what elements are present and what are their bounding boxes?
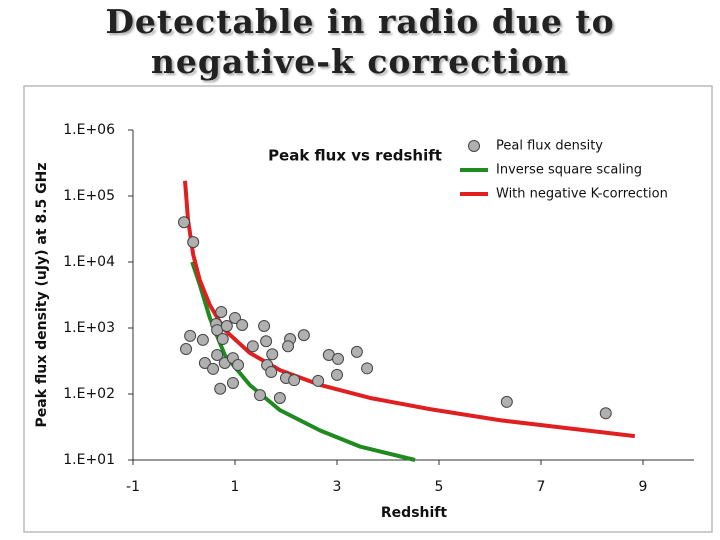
legend-label: Inverse square scaling [496,163,642,178]
data-point [236,319,249,332]
data-point [273,391,286,404]
title-line: negative-k correction [150,42,570,81]
data-point [215,305,228,318]
slide-title: Detectable in radio due to negative-k co… [0,2,720,82]
x-tick-label: 9 [639,479,648,495]
data-point [232,359,245,372]
legend-label: Peal flux density [496,139,603,154]
y-tick-label: 1.E+04 [63,254,115,270]
data-point [246,340,259,353]
data-point [211,348,224,361]
legend-swatch [468,140,480,152]
data-point [258,320,271,333]
data-point [266,348,279,361]
data-point [500,395,513,408]
title-line: Detectable in radio due to [105,2,615,41]
data-point [331,368,343,381]
data-point [312,374,325,387]
data-point [207,362,220,375]
data-point [184,329,197,342]
data-point [297,329,310,342]
series-line [190,261,416,462]
data-point [260,335,273,348]
data-point [599,407,612,420]
x-tick-label: 3 [333,479,342,495]
x-tick-label: -1 [126,479,140,495]
data-point [361,362,374,375]
data-point [282,340,295,353]
data-point [196,333,209,346]
y-tick-label: 1.E+01 [63,452,115,468]
y-axis-label: Peak flux density (uJy) at 8.5 GHz [34,163,50,428]
data-point [226,376,239,389]
x-tick-label: 5 [435,479,444,495]
chart-frame [23,85,713,533]
x-tick-label: 7 [537,479,546,495]
data-point [265,366,278,379]
data-point [180,343,193,356]
data-point [350,345,363,358]
y-tick-label: 1.E+06 [63,122,115,138]
data-point [214,382,227,395]
data-point [178,216,190,229]
data-point [198,356,211,369]
data-point [229,311,241,324]
data-point [216,333,229,346]
x-tick-label: 1 [231,479,240,495]
data-point [187,236,200,249]
data-point [332,352,345,365]
x-axis-label: Redshift [381,505,447,521]
legend-label: With negative K-correction [496,187,668,202]
data-point [288,374,301,387]
y-tick-label: 1.E+02 [63,386,115,402]
y-tick-label: 1.E+03 [63,320,115,336]
data-point [253,389,266,402]
chart-title: Peak flux vs redshift [268,147,442,165]
data-point [220,320,233,333]
y-tick-label: 1.E+05 [63,188,115,204]
